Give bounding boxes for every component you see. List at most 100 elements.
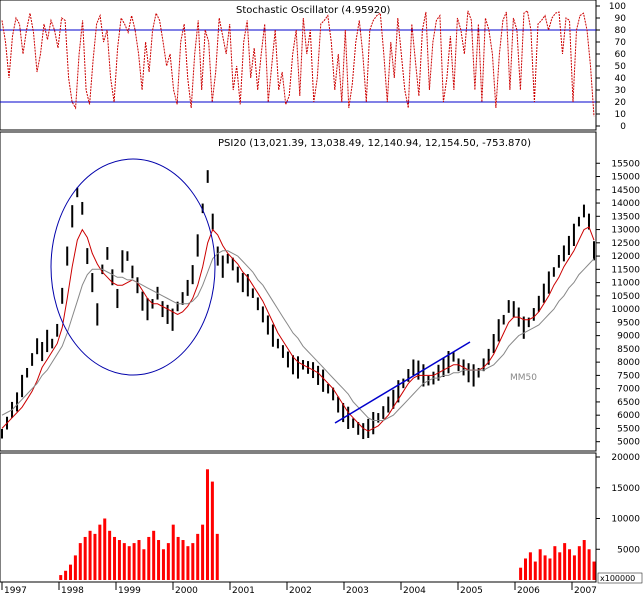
volume-bar [181,540,185,580]
volume-bar [533,561,537,580]
volume-bar [73,555,77,580]
volume-bar [553,546,557,580]
stoch-y-axis: 0 10 20 30 40 50 60 70 80 90 100 [596,2,626,132]
stoch-frame [0,0,597,131]
volume-bar [196,533,200,580]
volume-bar [538,549,542,580]
price-ytick-label: 15500 [611,159,640,169]
mm50-label: MM50 [510,373,537,383]
price-ytick-label: 13500 [611,212,640,222]
volume-bar [205,469,209,580]
unit-box [597,572,643,584]
volume-bar [568,549,572,580]
price-frame [0,131,597,452]
volume-bar [152,530,156,580]
moving-average-line-2 [1,250,595,421]
volume-bar [117,540,121,580]
stoch-ytick-label: 90 [615,14,627,24]
volume-bar [201,524,205,580]
price-ytick-label: 10000 [611,305,640,315]
x-tick-label: 2004 [403,586,426,594]
unit-label: x100000 [600,574,635,583]
volume-bar [548,558,552,580]
x-tick-label: 1997 [4,586,27,594]
volume-bar [78,543,82,580]
volume-ytick-label: 15000 [611,484,640,494]
price-ytick-label: 11500 [611,265,640,275]
x-tick-label: 2006 [517,586,540,594]
stoch-ytick-label: 0 [620,122,626,132]
volume-bar [88,530,92,580]
price-ytick-label: 5500 [617,424,640,434]
x-tick-label: 2001 [232,586,255,594]
price-ytick-label: 8500 [617,345,640,355]
trendline [334,341,471,424]
volume-bar [176,536,180,580]
x-tick-label: 2000 [175,586,198,594]
volume-bar [171,524,175,580]
volume-bar [59,575,63,580]
x-tick-label: 2007 [574,586,597,594]
stoch-ytick-label: 50 [615,62,627,72]
volume-bar [582,540,586,580]
stoch-ytick-label: 40 [615,74,627,84]
price-ytick-label: 7000 [617,385,640,395]
volume-bar [186,546,190,580]
stoch-ytick-label: 60 [615,50,627,60]
volume-bar [64,570,68,580]
stoch-ytick-label: 100 [609,2,626,12]
x-tick-label: 2005 [460,586,483,594]
volume-bar [161,549,165,580]
volume-bar [157,540,161,580]
price-ytick-label: 11000 [611,279,640,289]
stoch-line [1,9,595,117]
volume-bars [59,469,596,580]
volume-bar [572,555,576,580]
stoch-ytick-label: 30 [615,86,627,96]
price-ytick-label: 8000 [617,358,640,368]
volume-bar [191,543,195,580]
volume-panel: 5000 10000 15000 20000 x100000 [0,452,643,584]
volume-bar [93,533,97,580]
volume-ytick-label: 20000 [611,453,640,463]
volume-bar [108,530,112,580]
volume-bar [103,518,107,580]
stoch-panel: Stochastic Oscillator (4.95920) 0 10 20 30 4… [0,0,626,132]
moving-average-line-1 [1,226,595,432]
price-ytick-label: 10500 [611,292,640,302]
price-series [1,170,595,440]
x-tick-label: 2002 [289,586,312,594]
volume-bar [122,543,126,580]
price-ytick-label: 7500 [617,371,640,381]
price-ytick-label: 6000 [617,411,640,421]
stoch-ytick-label: 10 [615,110,627,120]
volume-bar [587,549,591,580]
volume-ytick-label: 5000 [617,545,640,555]
x-tick-label: 1999 [118,586,141,594]
volume-bar [592,561,596,580]
volume-bar [563,543,567,580]
price-ytick-label: 9000 [617,332,640,342]
volume-bar [558,552,562,580]
price-ytick-label: 12000 [611,252,640,262]
volume-bar [113,536,117,580]
price-ytick-label: 15000 [611,173,640,183]
stoch-title: Stochastic Oscillator (4.95920) [236,5,391,16]
volume-bar [210,481,214,580]
volume-bar [528,552,532,580]
stoch-ytick-label: 80 [615,26,627,36]
price-y-axis: 5000 5500 6000 6500 7000 7500 8000 8500 9000 9500… [596,159,640,448]
volume-frame [0,452,597,583]
volume-y-axis: 5000 10000 15000 20000 [596,453,640,555]
price-ytick-label: 14000 [611,199,640,209]
volume-bar [166,543,170,580]
highlight-ellipse [50,158,216,376]
price-ytick-label: 9500 [617,318,640,328]
price-title: PSI20 (13,021.39, 13,038.49, 12,140.94, … [218,138,531,149]
volume-bar [137,540,141,580]
volume-bar [68,564,72,580]
price-panel: PSI20 (13,021.39, 13,038.49, 12,140.94, … [0,131,640,452]
stoch-series [1,9,595,117]
volume-bar [524,558,528,580]
